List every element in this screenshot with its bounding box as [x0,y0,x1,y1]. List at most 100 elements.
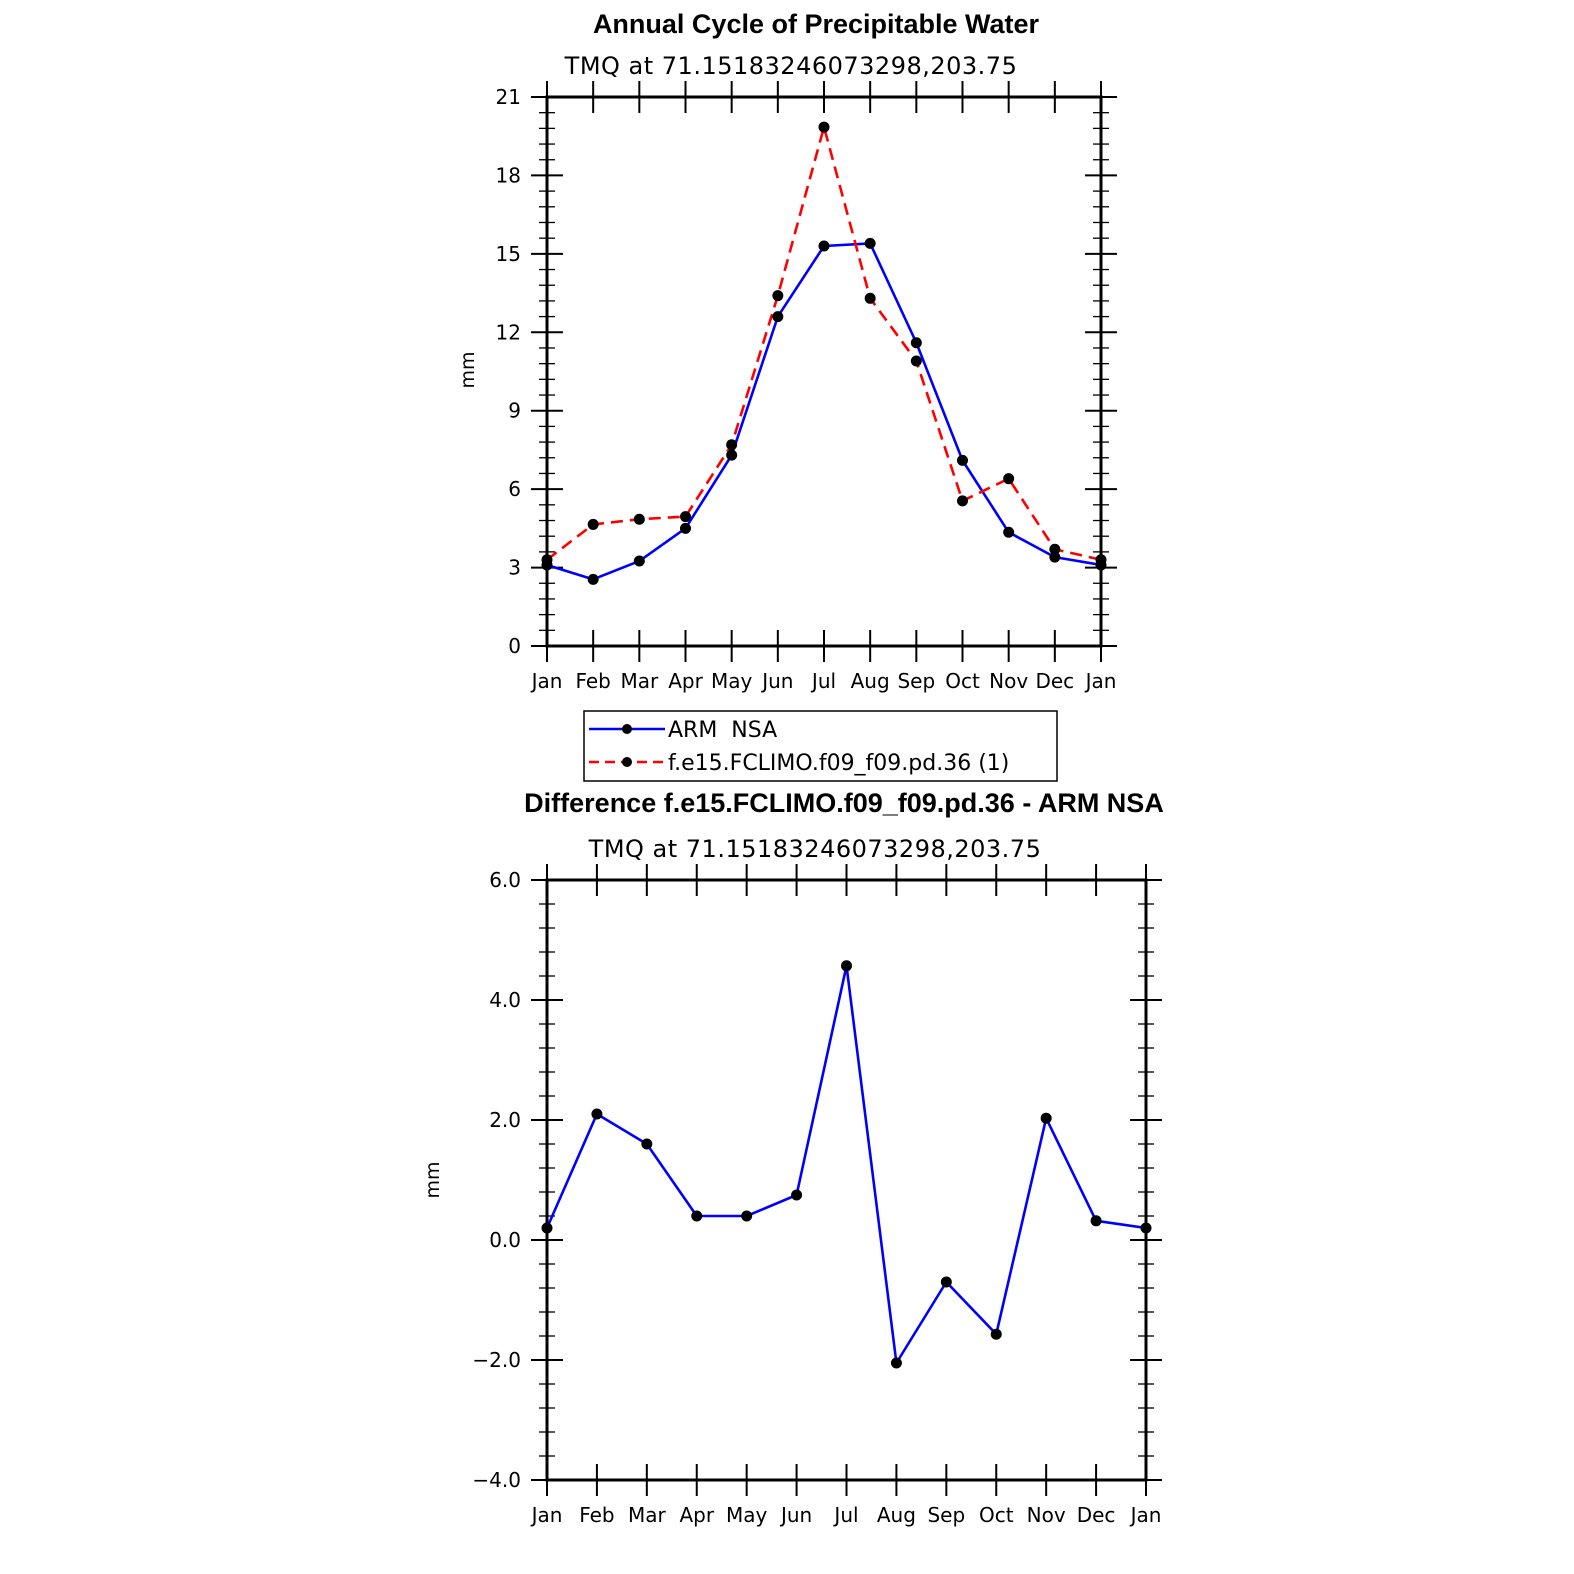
data-point [864,292,876,304]
x-tick-label: Oct [945,669,980,693]
data-point [541,554,553,566]
series-layer [541,121,1107,585]
data-point [726,439,738,451]
series-line-1 [546,125,1102,561]
y-tick-label: 2.0 [489,1108,521,1132]
data-point [1095,554,1107,566]
data-point [680,522,691,534]
y-tick-label: 21 [496,85,521,109]
data-point [818,240,830,252]
data-point [772,290,784,302]
x-tick-label: Apr [679,1503,714,1527]
x-tick-label: Feb [579,1503,614,1527]
data-point [633,555,645,567]
x-tick-label: Apr [668,669,703,693]
axis-ticks [531,81,1117,662]
data-point [726,449,738,461]
x-tick-label: Mar [628,1503,667,1527]
data-point [587,518,599,530]
series-layer [541,960,1152,1369]
x-tick-label: Jul [832,1503,858,1527]
data-point [841,960,852,972]
y-tick-label: 18 [496,163,521,187]
data-point [1040,1112,1052,1124]
data-point [957,495,968,507]
series-line-0 [546,242,1102,581]
x-tick-label: May [726,1503,768,1527]
y-tick-label: 6 [508,477,521,501]
x-tick-label: Dec [1077,1503,1116,1527]
x-tick-label: Jul [810,669,836,693]
x-tick-label: Jan [1129,1503,1162,1527]
axis-ticks [531,864,1162,1496]
x-tick-label: Jan [530,1503,563,1527]
chart-title: Difference f.e15.FCLIMO.f09_f09.pd.36 - … [524,788,1164,818]
legend-label-model: f.e15.FCLIMO.f09_f09.pd.36 (1) [668,751,1009,776]
x-tick-label: Nov [989,669,1028,693]
legend-marker-arm [622,724,632,734]
data-point [864,237,876,249]
legend-label-arm: ARM NSA [668,718,777,743]
y-axis-label: mm [457,351,479,388]
y-tick-label: 4.0 [489,988,521,1012]
data-point [791,1189,803,1201]
chart-title: Annual Cycle of Precipitable Water [593,9,1040,39]
series-line-0 [545,964,1147,1365]
data-point [910,337,922,349]
x-tick-label: Aug [877,1503,916,1527]
x-tick-label: Feb [575,669,610,693]
y-tick-labels: 0 3 6 9 12 15 18 21 [496,85,521,658]
y-tick-label: −2.0 [472,1348,521,1372]
x-tick-labels: Jan Feb Mar Apr May Jun Jul Aug Sep Oct Nov Dec Jan [530,1503,1162,1527]
y-tick-labels: −4.0 −2.0 0.0 2.0 4.0 6.0 [472,868,521,1492]
data-point [990,1328,1002,1340]
x-tick-label: Jan [530,669,563,693]
legend-box [583,710,1058,782]
data-point [1049,551,1061,563]
x-tick-label: May [711,669,753,693]
data-point [691,1210,703,1222]
data-point [772,311,784,323]
data-point [633,513,645,525]
annual-cycle-chart: Annual Cycle of Precipitable Water TMQ a… [457,9,1117,693]
difference-chart: Difference f.e15.FCLIMO.f09_f09.pd.36 - … [422,788,1164,1527]
data-point [1003,526,1015,538]
data-point [641,1138,653,1150]
x-tick-label: Nov [1027,1503,1066,1527]
y-tick-label: 9 [508,399,521,423]
data-point [1003,473,1015,485]
x-tick-label: Jun [779,1503,812,1527]
y-tick-label: 0 [508,634,521,658]
x-tick-label: Aug [851,669,890,693]
x-tick-label: Dec [1035,669,1074,693]
data-point [1090,1215,1102,1227]
x-tick-label: Oct [979,1503,1014,1527]
data-point [680,511,691,523]
legend-marker-model [622,757,632,767]
data-point [587,573,599,585]
y-tick-label: 15 [496,242,521,266]
y-tick-label: 0.0 [489,1228,521,1252]
data-point [957,454,968,466]
y-tick-label: 12 [496,320,521,344]
x-tick-label: Sep [897,669,935,693]
y-tick-label: 3 [508,556,521,580]
y-tick-label: −4.0 [472,1468,521,1492]
data-point [1049,543,1061,555]
chart-legend: ARM NSA f.e15.FCLIMO.f09_f09.pd.36 (1) [583,710,1058,782]
x-tick-labels: Jan Feb Mar Apr May Jun Jul Aug Sep Oct Nov Dec Jan [530,669,1117,693]
data-point [890,1357,902,1369]
x-tick-label: Jan [1084,669,1117,693]
y-axis-label: mm [422,1161,444,1198]
chart-subtitle: TMQ at 71.15183246073298,203.75 [588,835,1042,863]
x-tick-label: Sep [927,1503,965,1527]
data-point [818,121,830,133]
x-tick-label: Mar [620,669,659,693]
chart-subtitle: TMQ at 71.15183246073298,203.75 [564,52,1018,80]
data-point [741,1210,753,1222]
data-point [910,355,922,367]
y-tick-label: 6.0 [489,868,521,892]
data-point [591,1108,603,1120]
x-tick-label: Jun [760,669,793,693]
